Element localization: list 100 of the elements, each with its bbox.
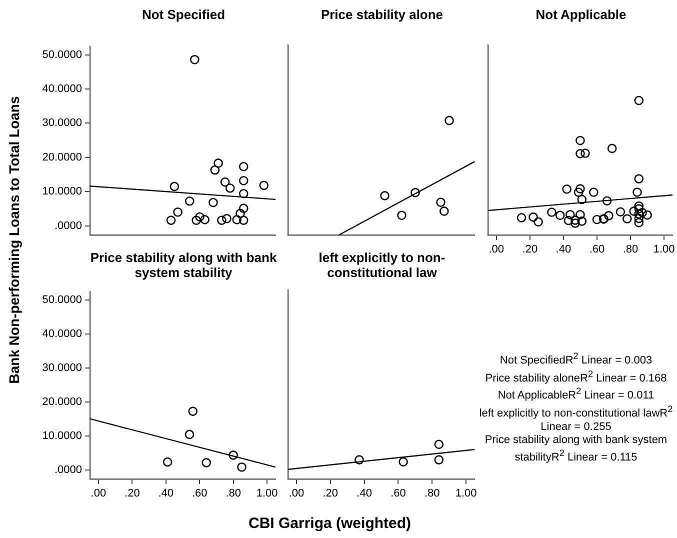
point	[634, 201, 644, 211]
point	[634, 214, 644, 224]
y-tick-label: 30.0000	[42, 362, 82, 374]
x-tick-label: .60	[192, 488, 208, 500]
point	[188, 406, 198, 416]
x-tick-label: .20	[124, 488, 140, 500]
y-tick-label: 40.0000	[42, 328, 82, 340]
point	[202, 458, 211, 468]
point	[577, 216, 587, 226]
point	[547, 208, 556, 217]
point	[238, 162, 248, 172]
point	[580, 148, 590, 158]
x-tick-label: .80	[226, 488, 241, 500]
x-tick-label: .60	[589, 244, 605, 256]
point	[190, 54, 200, 64]
point	[238, 204, 248, 213]
point	[576, 136, 585, 146]
point	[444, 116, 454, 126]
x-tick-label: .00	[288, 488, 304, 500]
point	[570, 218, 580, 228]
x-tick-label: .80	[424, 488, 440, 500]
point	[534, 217, 543, 227]
point	[634, 218, 644, 228]
point	[214, 158, 223, 168]
point	[566, 210, 575, 220]
point	[225, 184, 235, 193]
y-tick-label: .0000	[54, 464, 82, 476]
point	[397, 210, 406, 220]
point	[184, 196, 194, 206]
point	[259, 180, 269, 190]
y-tick-label: .0000	[54, 220, 82, 232]
text: Price stability aloneR$^{2}$ Linear = 0.168	[484, 368, 668, 386]
y-tick-label: 30.0000	[42, 117, 82, 130]
point	[576, 148, 585, 158]
point	[576, 210, 585, 220]
point	[602, 196, 612, 206]
point	[208, 198, 218, 208]
point	[173, 207, 182, 217]
point	[634, 174, 644, 184]
point	[607, 144, 617, 154]
x-tick-label: 1.00	[455, 488, 477, 500]
y-tick-label: 20.0000	[42, 151, 82, 164]
y-tick-label: 50.0000	[42, 48, 82, 61]
point	[528, 212, 538, 222]
y-tick-label: 50.0000	[42, 294, 82, 306]
point	[634, 96, 644, 106]
point	[238, 216, 248, 225]
point	[232, 214, 242, 224]
chart-title: left explicitly to non-constitutional law	[318, 250, 446, 280]
y-tick-label: 40.0000	[42, 83, 82, 96]
point	[410, 188, 420, 198]
point	[564, 216, 574, 226]
point	[634, 204, 644, 214]
point	[588, 188, 598, 197]
point	[192, 216, 202, 225]
point	[195, 212, 204, 222]
point	[574, 188, 584, 197]
y-tick-label: 10.0000	[42, 430, 82, 442]
x-tick-label: .40	[556, 244, 572, 256]
point	[184, 430, 194, 440]
point	[604, 211, 614, 220]
x-tick-label: .00	[488, 244, 504, 256]
point	[576, 184, 585, 194]
point	[170, 182, 180, 192]
point	[570, 216, 580, 225]
x-tick-label: 1.00	[256, 488, 278, 500]
x-tick-label: .00	[90, 488, 106, 500]
chart-title: Price stability alone	[320, 7, 444, 22]
point	[162, 457, 172, 467]
x-tick-label: .60	[390, 488, 406, 500]
y-tick-label: 10.0000	[42, 186, 82, 198]
point	[228, 450, 238, 460]
point	[629, 206, 639, 216]
text: Not SpecifiedR$^{2}$ Linear = 0.003	[498, 350, 654, 368]
point	[222, 214, 232, 224]
x-axis-title: CBI Garriga (weighted)	[248, 515, 412, 532]
x-tick-label: 1.00	[653, 244, 675, 256]
point	[622, 214, 632, 224]
point	[516, 213, 526, 222]
x-tick-label: .40	[356, 488, 372, 500]
point	[436, 198, 446, 207]
chart-title: Not Applicable	[534, 7, 628, 22]
point	[616, 207, 626, 217]
x-tick-label: .20	[322, 488, 338, 500]
point	[592, 214, 602, 224]
x-tick-label: .80	[622, 244, 638, 256]
text: Not ApplicableR$^{2}$ Linear = 0.011	[496, 385, 656, 403]
point	[642, 210, 652, 220]
point	[220, 177, 230, 187]
chart-title: Not Specified	[140, 7, 226, 22]
y-axis-title: Bank Non-performing Loans to Total Loans	[6, 96, 22, 384]
point	[555, 210, 565, 220]
text: left explicitly to non-constitutional lawR$^{2}$ Linear = 0.255	[479, 404, 673, 433]
point	[237, 462, 246, 472]
point	[632, 188, 642, 197]
point	[238, 188, 248, 198]
point	[634, 209, 644, 219]
point	[200, 214, 210, 224]
x-tick-label: .20	[522, 244, 538, 256]
text: Price stability along with bank system stabilityR$^{2}$ Linear = 0.115	[484, 434, 668, 464]
